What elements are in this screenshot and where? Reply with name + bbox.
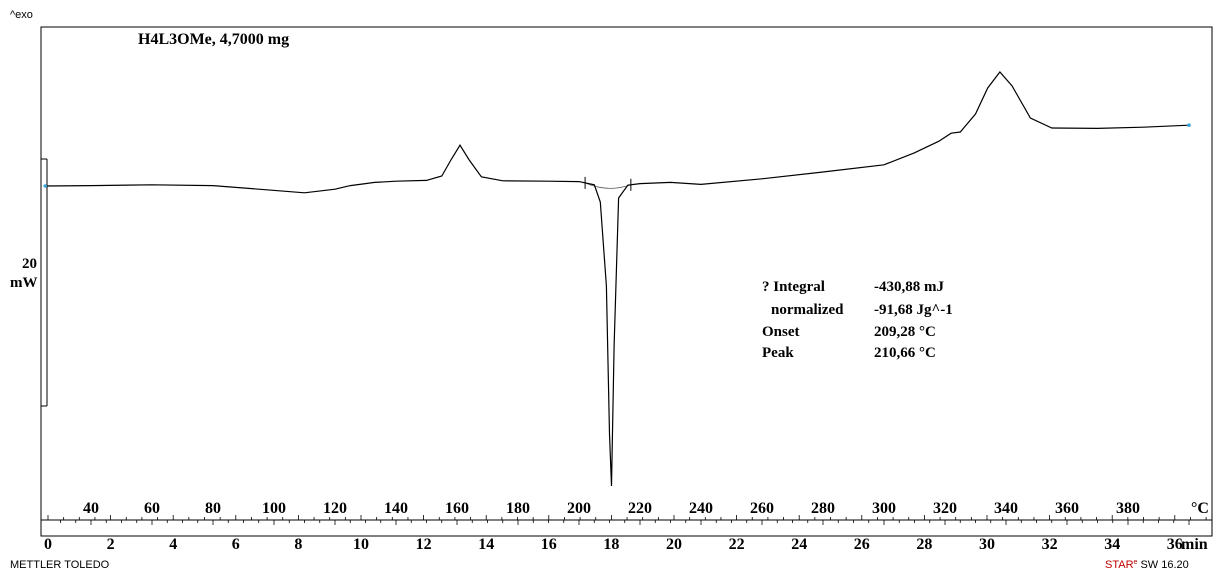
integral-annotation: ? Integral -430,88 mJ normalized -91,68 … [762,279,953,361]
time-tick-label: 0 [44,536,52,553]
curve-start-marker [43,184,48,188]
peak-value: 210,66 °C [874,345,936,361]
footer-star-sup: e [1134,559,1138,566]
time-tick-label: 24 [791,536,807,553]
integral-label: ? Integral [762,279,825,295]
plot-frame [40,26,1213,537]
temperature-tick-label: 140 [384,500,408,517]
exo-label: ^exo [10,9,33,21]
footer-version: SW 16.20 [1140,559,1188,571]
footer-software: STARe SW 16.20 [1105,559,1189,571]
time-tick-label: 30 [979,536,995,553]
temperature-tick-label: 200 [567,500,591,517]
temperature-tick-label: 380 [1116,500,1140,517]
time-unit: min [1181,536,1208,553]
time-tick-label: 6 [232,536,240,553]
time-tick-label: 22 [729,536,745,553]
time-tick-label: 16 [541,536,557,553]
temperature-axis: 40 60 80 100 120 140 160 180 200 220 240 260 280 300 3… [60,500,1190,525]
temperature-tick-label: 280 [811,500,835,517]
temperature-tick-label: 100 [262,500,286,517]
temperature-tick-label: 120 [323,500,347,517]
temperature-tick-label: 320 [933,500,957,517]
onset-value: 209,28 °C [874,324,936,340]
scale-bar-unit: mW [10,275,38,291]
time-tick-label: 8 [294,536,302,553]
temperature-tick-label: 340 [994,500,1018,517]
temperature-tick-label: 180 [506,500,530,517]
normalized-value: -91,68 Jg^-1 [874,302,953,318]
time-tick-label: 28 [916,536,932,553]
time-tick-label: 2 [107,536,115,553]
scale-bar: 20 mW [10,158,48,407]
temperature-tick-label: 40 [83,500,99,517]
chart-title: H4L3OMe, 4,7000 mg [138,31,289,48]
integration-limit-markers [584,176,632,191]
peak-label: Peak [762,345,794,361]
footer-brand: METTLER TOLEDO [10,559,110,571]
time-tick-label: 32 [1042,536,1058,553]
onset-label: Onset [762,324,800,340]
temperature-tick-label: 80 [205,500,221,517]
footer-star: STAR [1105,559,1134,571]
time-tick-label: 36 [1167,536,1183,553]
time-tick-label: 20 [666,536,682,553]
integral-value: -430,88 mJ [874,279,944,295]
normalized-label: normalized [771,302,844,318]
temperature-tick-label: 160 [445,500,469,517]
scale-bar-value: 20 [22,256,37,272]
temperature-unit: °C [1191,500,1209,517]
time-tick-label: 34 [1104,536,1120,553]
time-tick-label: 26 [854,536,870,553]
time-tick-label: 14 [478,536,494,553]
time-tick-label: 10 [353,536,369,553]
time-tick-label: 12 [416,536,432,553]
temperature-tick-label: 300 [872,500,896,517]
temperature-tick-label: 60 [144,500,160,517]
time-tick-label: 4 [169,536,177,553]
dsc-curve [45,71,1190,487]
curve-end-markers [43,123,1191,188]
temperature-tick-label: 360 [1055,500,1079,517]
time-tick-label: 18 [603,536,619,553]
time-axis: 0 2 4 6 8 10 12 14 16 18 20 22 24 26 28 30 32 34 36 [44,515,1207,553]
curve-end-marker [1187,123,1191,127]
temperature-tick-label: 240 [689,500,713,517]
temperature-tick-label: 220 [628,500,652,517]
temperature-tick-label: 260 [750,500,774,517]
